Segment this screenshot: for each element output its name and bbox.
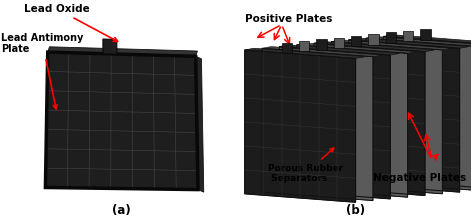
Polygon shape — [262, 47, 382, 57]
Polygon shape — [403, 31, 413, 41]
Text: (b): (b) — [346, 204, 365, 217]
Polygon shape — [331, 42, 442, 194]
Text: Lead Oxide: Lead Oxide — [24, 4, 118, 42]
Text: Porous Rubber
 Separators: Porous Rubber Separators — [268, 148, 343, 183]
Polygon shape — [314, 42, 434, 52]
Polygon shape — [368, 34, 379, 45]
Polygon shape — [46, 52, 198, 190]
Polygon shape — [297, 43, 417, 53]
Polygon shape — [349, 38, 469, 48]
Polygon shape — [366, 36, 474, 47]
Text: (a): (a) — [112, 204, 131, 217]
Polygon shape — [334, 38, 344, 48]
Polygon shape — [279, 47, 390, 199]
Polygon shape — [245, 50, 356, 202]
Polygon shape — [279, 45, 400, 55]
Polygon shape — [196, 56, 204, 192]
Text: Lead Antimony
Plate: Lead Antimony Plate — [1, 33, 84, 109]
Polygon shape — [316, 39, 327, 50]
Text: Positive Plates: Positive Plates — [245, 14, 332, 24]
Polygon shape — [331, 40, 452, 50]
Polygon shape — [103, 39, 117, 54]
Polygon shape — [297, 45, 408, 197]
Polygon shape — [420, 29, 431, 40]
Polygon shape — [351, 36, 361, 46]
Polygon shape — [282, 43, 292, 53]
Polygon shape — [48, 47, 197, 56]
Polygon shape — [262, 48, 373, 201]
Polygon shape — [386, 32, 396, 43]
Polygon shape — [383, 36, 474, 189]
Polygon shape — [299, 41, 310, 52]
Polygon shape — [383, 35, 474, 45]
Polygon shape — [314, 43, 425, 196]
Polygon shape — [245, 48, 365, 58]
Text: Negative Plates: Negative Plates — [374, 173, 466, 183]
Polygon shape — [349, 40, 460, 192]
Polygon shape — [366, 38, 474, 190]
